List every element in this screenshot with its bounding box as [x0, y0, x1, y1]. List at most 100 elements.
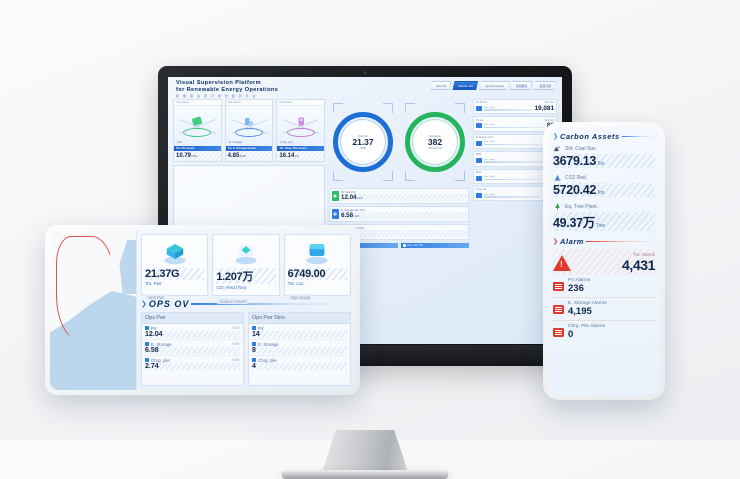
co2-icon — [553, 173, 562, 182]
asset-value-number: 16.14 — [279, 152, 295, 159]
device-sub: Dev. Count — [484, 176, 549, 181]
alarm-total-label: Tot. Alarms — [633, 252, 655, 257]
tab-ops-dynamics[interactable]: Ops Dynamics — [479, 81, 509, 91]
chip-charging-efficiency[interactable]: Chrg. Dev. Eff. — [400, 242, 469, 249]
asset-platform-ring — [183, 128, 212, 137]
charging-pile-icon — [293, 115, 309, 131]
list-item[interactable]: Chrg. pile 4 — [249, 356, 350, 371]
stat-storage-ops-power[interactable]: ▤ E. Storage Ops Pwr 6.58GWh — [329, 206, 469, 222]
device-sub-label: Dev. Count — [484, 123, 495, 126]
pv-panel-icon — [189, 115, 205, 131]
device-card-pv-inverter[interactable]: PV Inv. Dev. Cnt Dev. Count 86 — [473, 116, 557, 132]
tablet-kpi-sublabel: Ops Pwr — [145, 294, 168, 300]
stat-pv-ops-power[interactable]: ▣ PV Ops Pwr 12.04GWh — [329, 188, 469, 204]
desktop-monitor: Visual Supervision Platform for Renewabl… — [158, 66, 572, 479]
ring-outer-arc — [333, 112, 393, 172]
device-card-title: E. Storage Conv. — [476, 136, 495, 140]
pile-icon — [145, 358, 149, 362]
asset-card-pv[interactable]: Ops Assets (PV) Tot. PV Assets 10.79MW — [173, 99, 222, 162]
list-item-unit: GWh — [232, 326, 240, 330]
list-item-unit: GWh — [232, 342, 240, 346]
tab-monitor-ov[interactable]: Monitor OV — [452, 81, 479, 91]
alarm-row-storage[interactable]: E. Storage Alarms 4,195 — [553, 298, 655, 321]
header-rule — [585, 240, 655, 243]
device-icon — [476, 193, 482, 199]
list-item-head: Chrg. pile — [252, 358, 347, 363]
list-item[interactable]: PV 14 — [249, 324, 350, 340]
alarm-row-charging-pile[interactable]: Chrg. Pile Alarms 0 — [553, 321, 655, 343]
asset-value-unit: MWh — [239, 154, 247, 158]
asset-card-storage[interactable]: Ops Assets (E. Storage) Tot. E. Storage … — [224, 99, 274, 162]
battery-alarm-icon — [553, 304, 564, 314]
alarm-row-pv[interactable]: PV Alarms 236 — [553, 275, 655, 298]
tablet-kpi-co2-reduction[interactable]: 1.207万 CO₂ Red.(Ton) Carbon Assets — [212, 234, 280, 304]
tab-energy-mgmt[interactable]: 智慧能管 — [509, 81, 533, 91]
chevron-right-icon: ❯ — [553, 133, 559, 140]
list-item-unit: GWh — [232, 358, 240, 362]
tablet-kpi-value: 21.37G — [145, 268, 205, 280]
tab-site-ov[interactable]: Site OV — [430, 81, 452, 91]
station-map[interactable] — [50, 230, 137, 390]
coal-pile-icon — [553, 144, 562, 153]
alarm-row-value: 4,195 — [568, 306, 592, 317]
map-water-area-2 — [119, 239, 136, 294]
storage-icon — [145, 342, 149, 346]
carbon-item-tree-planting[interactable]: Eq. Tree Plant. 49.37万Tree — [553, 202, 655, 231]
monitor-stand-foot — [282, 470, 448, 479]
list-item-name: PV — [258, 325, 264, 331]
ops-ov-header: ❯ OPS OV — [141, 299, 351, 309]
carbon-item-coal-saving[interactable]: Std. Coal Sav. 3679.13Ton — [553, 144, 655, 168]
carbon-item-head: Eq. Tree Plant. — [553, 202, 655, 211]
list-item[interactable]: E. Storage GWh 6.58 — [142, 340, 243, 356]
list-item-name: Chrg. pile — [151, 357, 170, 363]
list-item-name: Chrg. pile — [258, 357, 277, 363]
alarm-total-readout: Tot. Alarms 4,431 — [575, 252, 655, 273]
tablet-kpi-total-locations[interactable]: 6749.00 Tot. Loc. Ops Equip — [283, 234, 351, 300]
list-item[interactable]: PV GWh 12.04 — [142, 324, 243, 340]
list-item[interactable]: Chrg. pile GWh 2.74 — [142, 356, 243, 371]
carbon-item-co2-reduction[interactable]: CO2 Red. 5720.42Ton — [553, 173, 655, 197]
stat-label: PV Ops Pwr — [341, 190, 356, 194]
asset-bar-label: Tot. PV Assets — [174, 146, 221, 152]
tablet-kpi-label: CO₂ Red.(Ton) — [216, 284, 247, 290]
device-card-meta: Dev. Cnt — [544, 118, 554, 122]
asset-platform-ring — [286, 128, 315, 137]
tablet-kpi-value: 1.207万 — [216, 268, 276, 284]
tablet-kpi-sublabel: Carbon Assets — [216, 298, 250, 304]
device-sub-bar — [484, 196, 542, 198]
asset-card-charging-pile[interactable]: Ops Assets (Chrg. pile) Tot. Chrg. Pile … — [276, 99, 326, 162]
device-card-pv-panels[interactable]: PV Panels Dev. Cnt Dev. Count 19,081 — [473, 99, 557, 115]
warning-triangle-icon — [553, 254, 571, 271]
device-sub: Dev. Count — [484, 193, 542, 198]
asset-value: 16.14kW — [277, 151, 325, 161]
device-sub-label: Dev. Count — [484, 106, 495, 109]
device-icon — [476, 158, 482, 164]
carbon-item-value: 49.37万Tree — [553, 212, 655, 231]
carbon-assets-header: ❯ Carbon Assets — [553, 132, 655, 141]
list-item-name: PV — [151, 325, 157, 331]
alarm-title: Alarm — [560, 237, 584, 246]
header-rule — [191, 303, 351, 305]
asset-value-number: 10.79 — [176, 152, 192, 159]
alarm-row-value: 236 — [568, 283, 584, 294]
phone-screen: ❯ Carbon Assets Std. Coal Sav. 3679.13To… — [548, 127, 660, 395]
device-sub-label: Dev. Count — [484, 193, 495, 196]
device-sub: Dev. Count — [484, 159, 545, 163]
asset-value-unit: MWp — [191, 154, 198, 158]
asset-visual: (PV) — [174, 106, 221, 146]
chip-label: Chrg. Dev. Eff. — [407, 243, 424, 247]
asset-bar-label: Tot. Chrg. Pile Assets — [277, 146, 325, 152]
tablet-kpi-total-power[interactable]: 21.37G Tot. Pwr Ops Pwr — [141, 234, 209, 300]
device-sub-bar — [484, 109, 533, 111]
list-item-head: E. Storage — [252, 342, 347, 347]
list-item[interactable]: E. Storage 8 — [249, 340, 350, 356]
carbon-cube-icon — [216, 238, 275, 268]
header-rule — [621, 135, 655, 138]
tab-ops-screen[interactable]: 运营大屏 — [533, 81, 556, 91]
device-sub-bar — [484, 143, 545, 146]
tablet-screen: 21.37G Tot. Pwr Ops Pwr 1.207万 CO₂ Red.(… — [50, 230, 355, 390]
ring-inner-disc — [340, 119, 386, 165]
chip-dot-icon — [402, 243, 406, 247]
monitor-stand-neck — [322, 430, 408, 472]
